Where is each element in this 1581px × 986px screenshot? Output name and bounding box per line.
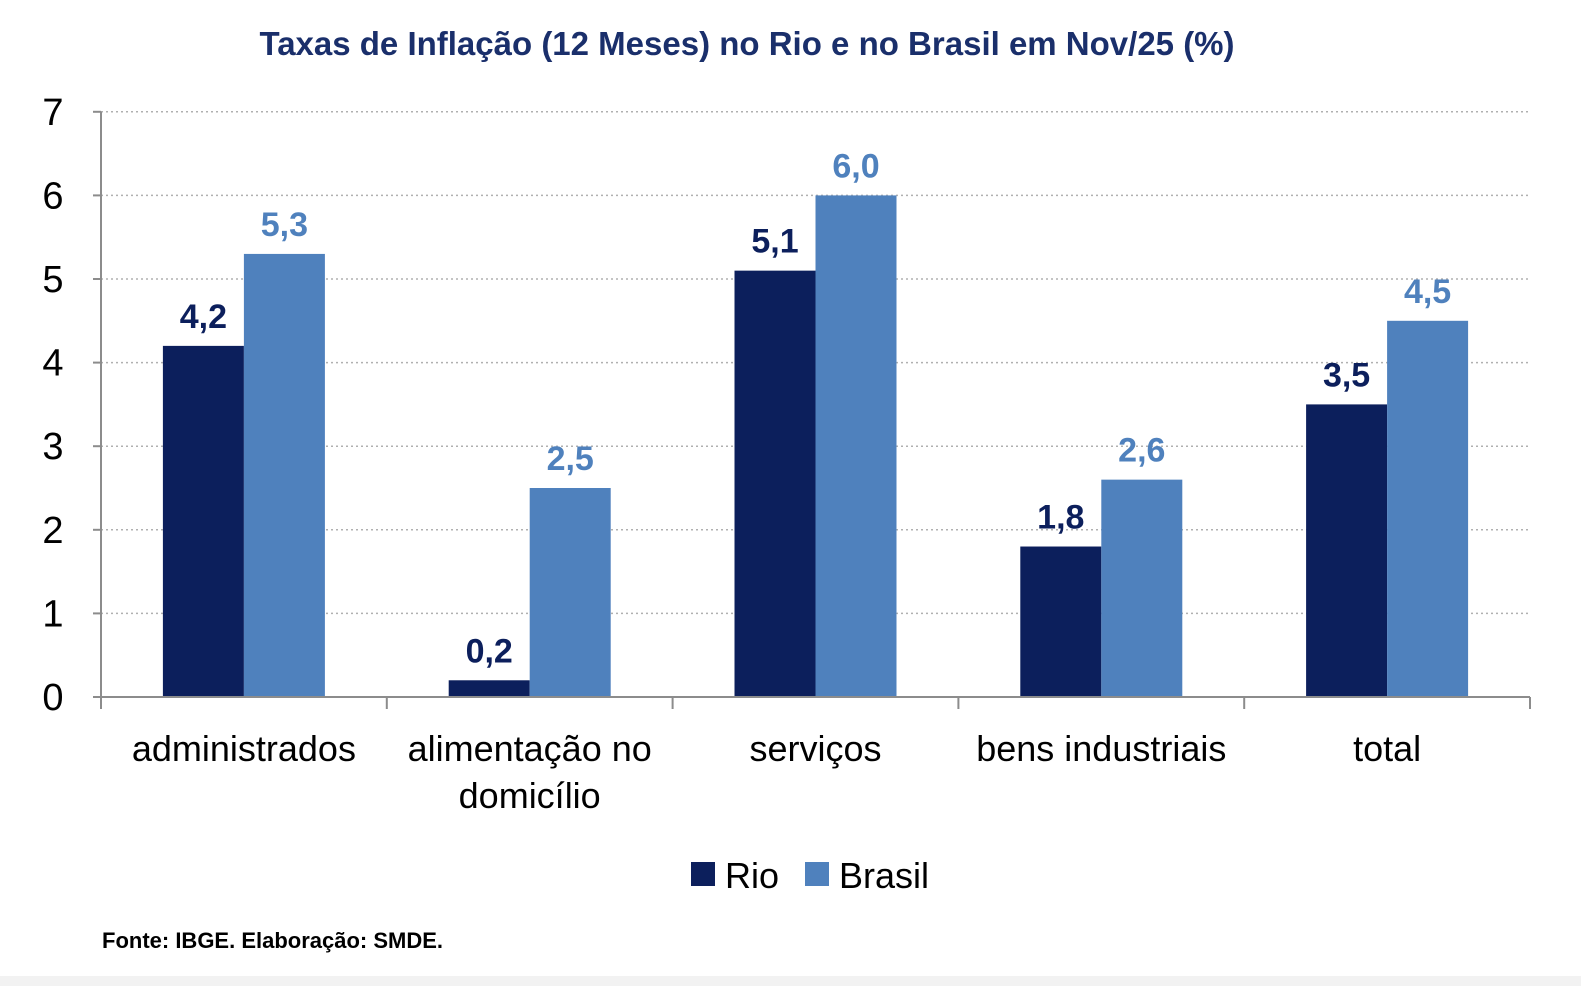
legend-swatch-rio: [691, 862, 715, 886]
bottom-strip: [0, 976, 1581, 986]
y-tick-label: 0: [42, 677, 63, 719]
bar-brasil: [529, 488, 611, 697]
x-tick-label: administrados: [132, 728, 356, 769]
data-label-rio: 4,2: [180, 298, 227, 336]
data-label-brasil: 2,5: [547, 440, 594, 478]
y-tick-label: 1: [42, 593, 63, 635]
data-label-rio: 3,5: [1323, 356, 1370, 394]
bar-brasil: [1101, 479, 1183, 697]
data-label-rio: 0,2: [466, 632, 513, 670]
bar-rio: [448, 680, 530, 697]
y-tick-label: 6: [42, 175, 63, 217]
data-label-brasil: 4,5: [1404, 273, 1451, 311]
bar-rio: [1306, 404, 1388, 697]
source-note: Fonte: IBGE. Elaboração: SMDE.: [102, 928, 444, 953]
legend-label-brasil: Brasil: [839, 855, 929, 896]
data-label-rio: 1,8: [1037, 499, 1084, 537]
data-label-brasil: 2,6: [1118, 432, 1165, 470]
legend-swatch-brasil: [805, 862, 829, 886]
bar-brasil: [243, 253, 325, 698]
x-tick-label: alimentação no: [408, 728, 652, 769]
x-tick-label: bens industriais: [976, 728, 1226, 769]
bar-rio: [1020, 546, 1102, 697]
bar-rio: [734, 270, 816, 697]
bar-brasil: [1387, 320, 1469, 697]
data-label-brasil: 6,0: [832, 147, 879, 185]
bar-rio: [162, 345, 244, 697]
y-tick-label: 2: [42, 510, 63, 552]
y-tick-label: 5: [42, 259, 63, 301]
data-label-brasil: 5,3: [261, 206, 308, 244]
x-tick-label: serviços: [749, 728, 881, 769]
chart-title: Taxas de Inflação (12 Meses) no Rio e no…: [259, 25, 1234, 62]
x-tick-label: domicílio: [459, 775, 601, 816]
y-tick-label: 7: [42, 92, 63, 134]
y-tick-label: 3: [42, 426, 63, 468]
y-tick-label: 4: [42, 343, 63, 385]
x-tick-label: total: [1353, 728, 1421, 769]
bar-brasil: [815, 195, 897, 697]
legend-label-rio: Rio: [725, 855, 779, 896]
data-label-rio: 5,1: [751, 223, 798, 261]
